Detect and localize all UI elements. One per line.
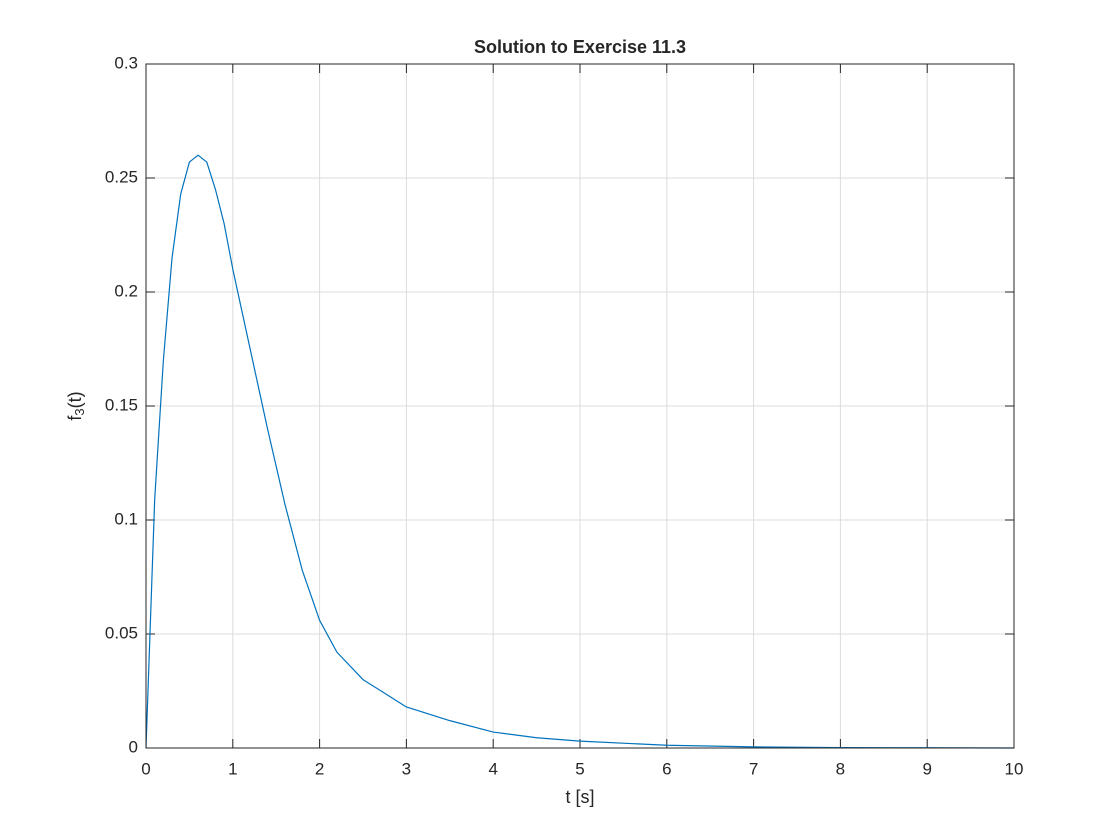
y-tick-label: 0.1 [114, 509, 138, 528]
x-tick-label: 2 [315, 759, 324, 778]
y-label-rest: (t) [65, 391, 85, 408]
y-tick-label: 0.05 [105, 623, 138, 642]
axes-box [145, 63, 1015, 749]
x-tick-label: 1 [228, 759, 237, 778]
x-tick-label: 4 [488, 759, 497, 778]
y-tick-label: 0.25 [105, 167, 138, 186]
x-tick-label: 6 [662, 759, 671, 778]
y-label-base: f [65, 415, 85, 421]
x-tick-label: 3 [402, 759, 411, 778]
y-tick-label: 0.2 [114, 281, 138, 300]
x-tick-label: 0 [141, 759, 150, 778]
x-tick-label: 10 [1005, 759, 1024, 778]
x-tick-label: 7 [749, 759, 758, 778]
y-tick-label: 0.15 [105, 395, 138, 414]
y-tick-label: 0.3 [114, 53, 138, 72]
y-tick-label: 0 [129, 737, 138, 756]
x-tick-label: 5 [575, 759, 584, 778]
x-tick-label: 8 [836, 759, 845, 778]
x-axis-label: t [s] [565, 787, 594, 807]
y-label-subscript: 3 [72, 408, 87, 415]
data-line [145, 154, 1015, 749]
chart-title: Solution to Exercise 11.3 [474, 37, 686, 57]
y-axis-label: f3(t) [65, 391, 88, 420]
x-tick-label: 9 [922, 759, 931, 778]
